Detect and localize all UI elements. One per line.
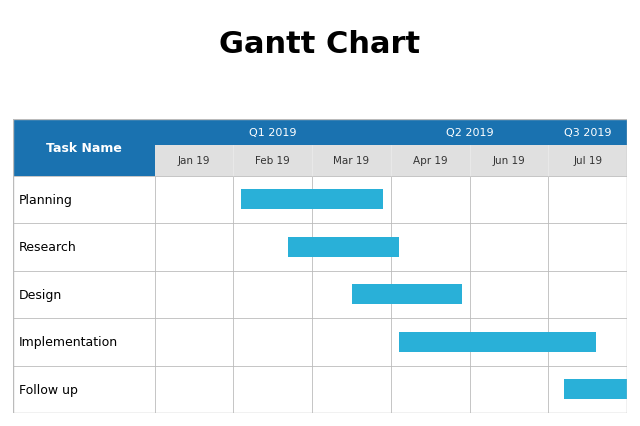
Text: Jun 19: Jun 19 <box>493 156 525 166</box>
Bar <box>13 119 155 176</box>
Bar <box>399 332 596 352</box>
Bar <box>241 190 383 210</box>
Text: Implementation: Implementation <box>19 336 118 348</box>
Bar <box>351 285 462 305</box>
Text: Mar 19: Mar 19 <box>333 156 369 166</box>
Text: Task Name: Task Name <box>45 141 122 154</box>
Text: Q3 2019: Q3 2019 <box>564 127 612 137</box>
Bar <box>13 119 627 145</box>
Bar <box>289 237 399 257</box>
Text: Apr 19: Apr 19 <box>413 156 447 166</box>
Text: Q1 2019: Q1 2019 <box>249 127 296 137</box>
Text: Jul 19: Jul 19 <box>573 156 602 166</box>
Text: Q2 2019: Q2 2019 <box>446 127 493 137</box>
Text: Design: Design <box>19 288 62 301</box>
Text: Jan 19: Jan 19 <box>178 156 210 166</box>
Text: Research: Research <box>19 241 77 254</box>
Text: Planning: Planning <box>19 193 73 206</box>
Text: Gantt Chart: Gantt Chart <box>220 30 420 59</box>
Text: Follow up: Follow up <box>19 383 78 396</box>
Bar <box>564 380 640 400</box>
Text: Feb 19: Feb 19 <box>255 156 290 166</box>
Bar <box>13 145 627 176</box>
